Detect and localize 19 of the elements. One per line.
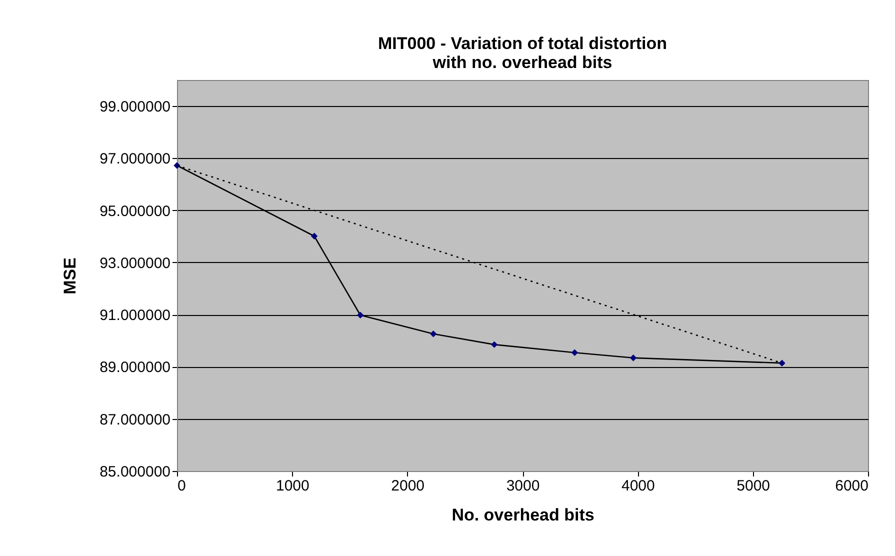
- y-tick-label: 87.000000: [100, 411, 170, 428]
- text: with no. overhead bits: [432, 53, 612, 72]
- x-tick-label: 4000: [621, 478, 655, 494]
- y-tick-label: 95.000000: [100, 202, 170, 220]
- x-tick-label: 5000: [736, 478, 770, 494]
- x-tick-label: 2000: [391, 478, 425, 494]
- x-tick-label: 3000: [506, 478, 540, 494]
- x-tick-label: 0: [178, 478, 186, 494]
- text: MIT000 - Variation of total distortion: [378, 34, 668, 53]
- y-tick-label: 91.000000: [100, 307, 170, 324]
- y-axis-title: MSE: [60, 258, 80, 294]
- y-tick-label: 93.000000: [100, 254, 170, 272]
- y-tick-label: 85.000000: [100, 464, 170, 480]
- y-tick-label: 89.000000: [100, 359, 170, 376]
- y-tick-label: 99.000000: [100, 98, 170, 116]
- x-tick-label: 1000: [276, 478, 310, 494]
- x-tick-label: 6000: [835, 478, 868, 494]
- x-axis-title: No. overhead bits: [452, 506, 594, 524]
- y-tick-label: 97.000000: [100, 150, 170, 168]
